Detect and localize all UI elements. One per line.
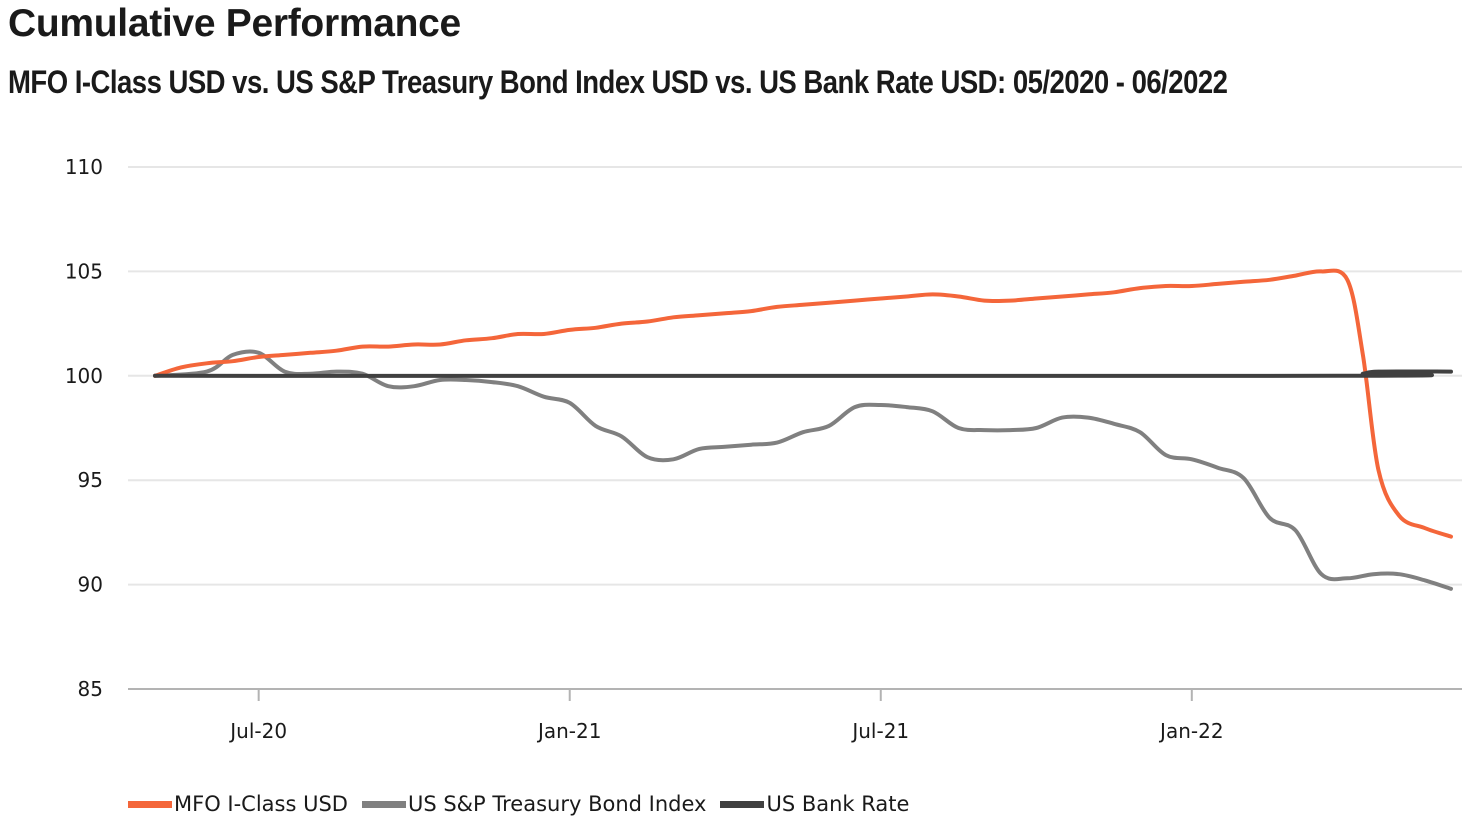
y-tick-label-95: 95 bbox=[78, 468, 103, 492]
x-axis-tick-labels: Jul-20 Jan-21 Jul-21 Jan-22 bbox=[228, 719, 1223, 743]
legend-swatch-treasury bbox=[361, 800, 406, 808]
y-tick-label-105: 105 bbox=[65, 259, 103, 283]
chart-subtitle: MFO I-Class USD vs. US S&P Treasury Bond… bbox=[8, 64, 1228, 100]
series-line-treasury bbox=[153, 349, 1453, 591]
x-tick-label-Jan-21: Jan-21 bbox=[536, 719, 602, 743]
x-tick-label-Jul-20: Jul-20 bbox=[228, 719, 287, 743]
y-tick-label-90: 90 bbox=[78, 573, 103, 597]
y-tick-label-100: 100 bbox=[65, 364, 103, 388]
legend-item-mfo[interactable]: MFO I-Class USD bbox=[128, 792, 348, 816]
legend-label-mfo: MFO I-Class USD bbox=[174, 792, 348, 816]
y-tick-label-110: 110 bbox=[65, 155, 103, 179]
legend-item-treasury[interactable]: US S&P Treasury Bond Index bbox=[361, 792, 707, 816]
series-line-mfo bbox=[153, 268, 1453, 539]
series-lines bbox=[153, 268, 1453, 591]
x-tick-label-Jul-21: Jul-21 bbox=[850, 719, 909, 743]
series-line-bank-rate bbox=[153, 369, 1453, 378]
x-axis bbox=[128, 688, 1462, 701]
x-tick-label-Jan-22: Jan-22 bbox=[1158, 719, 1224, 743]
legend-item-bank-rate[interactable]: US Bank Rate bbox=[720, 792, 909, 816]
legend-label-treasury: US S&P Treasury Bond Index bbox=[407, 792, 707, 816]
y-axis-tick-labels: 110 105 100 95 90 85 bbox=[65, 155, 103, 701]
legend: MFO I-Class USD US S&P Treasury Bond Ind… bbox=[128, 792, 923, 816]
line-chart: 110 105 100 95 90 85 Jul-20 Jan-21 Jul-21 Jan-22 bbox=[65, 155, 1462, 743]
legend-swatch-bank-rate bbox=[720, 800, 765, 808]
y-tick-label-85: 85 bbox=[78, 677, 103, 701]
chart-title: Cumulative Performance bbox=[8, 2, 461, 45]
legend-label-bank-rate: US Bank Rate bbox=[766, 792, 910, 816]
legend-swatch-mfo bbox=[128, 800, 172, 808]
